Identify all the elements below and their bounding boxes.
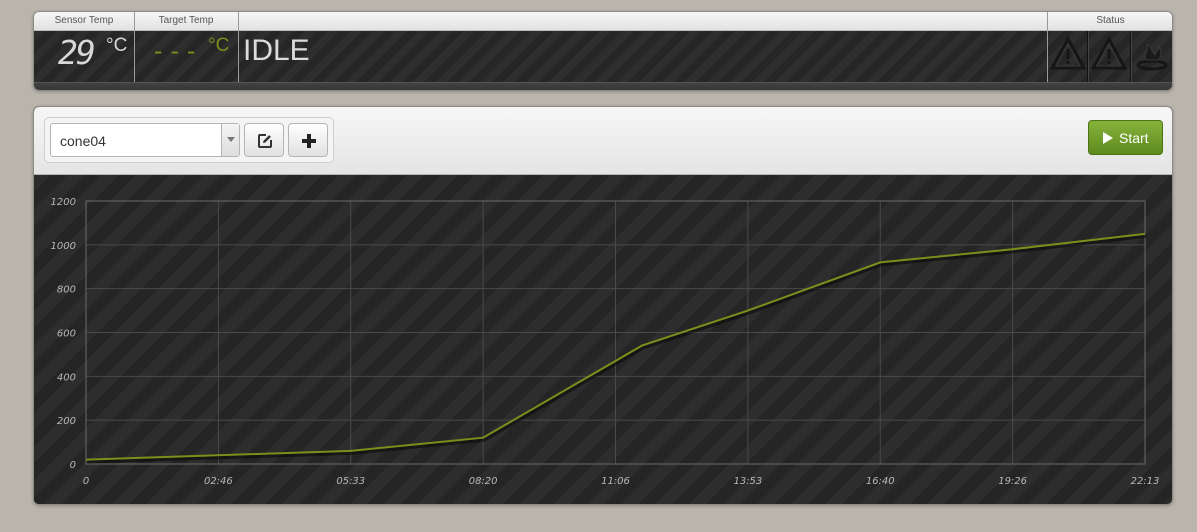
status-header: Status (1096, 15, 1125, 26)
sensor-temp-header: Sensor Temp (54, 15, 114, 26)
y-tick-label: 200 (57, 416, 76, 427)
chart-svg: 0 02:46 05:33 08:20 11:06 13:53 16:40 19:26 22:1… (51, 197, 1160, 487)
y-tick-label: 1200 (51, 197, 76, 208)
profile-select[interactable]: cone04 (50, 123, 240, 157)
divider (1047, 12, 1048, 82)
edit-icon (258, 134, 272, 148)
plus-icon (302, 134, 316, 148)
warning-icon (1091, 36, 1127, 70)
y-tick-label: 800 (57, 285, 76, 296)
firing-profile-chart: 0 02:46 05:33 08:20 11:06 13:53 16:40 19:26 22:1… (34, 175, 1172, 504)
x-tick-label: 0 (83, 476, 89, 487)
y-tick-label: 1000 (51, 241, 76, 252)
x-tick-label: 22:13 (1131, 476, 1160, 487)
target-temp-value: --- (151, 37, 201, 65)
play-icon (1103, 132, 1113, 144)
sensor-temp-unit: °C (106, 35, 128, 56)
x-tick-label: 05:33 (336, 476, 365, 487)
x-tick-label: 11:06 (601, 476, 630, 487)
start-button-label: Start (1119, 130, 1149, 146)
divider (1130, 31, 1131, 82)
status-panel: Sensor Temp Target Temp Status 29 °C ---… (33, 11, 1173, 91)
x-tick-label: 16:40 (866, 476, 895, 487)
plot-border (85, 200, 1146, 465)
target-temp-unit: °C (208, 35, 230, 56)
sensor-temp-value: 29 (58, 33, 96, 72)
profile-select-value: cone04 (60, 133, 106, 149)
divider (134, 12, 135, 82)
y-tick-label: 400 (57, 372, 76, 383)
series-line-shadow (86, 233, 1147, 464)
y-tick-label: 0 (70, 460, 76, 471)
add-profile-button[interactable] (288, 123, 328, 157)
profile-panel: cone04 Start 0 02:46 05:33 08 (33, 106, 1173, 505)
kiln-state: IDLE (243, 34, 310, 67)
divider (238, 12, 239, 82)
status-header-row: Sensor Temp Target Temp Status (34, 12, 1172, 31)
target-temp-header: Target Temp (158, 15, 214, 26)
edit-profile-button[interactable] (244, 123, 284, 157)
divider (1087, 31, 1088, 82)
sensor-temp-readout: 29 °C (34, 31, 134, 82)
warning-icon (1050, 36, 1086, 70)
chevron-down-icon[interactable] (221, 124, 239, 156)
series-line (85, 232, 1146, 461)
start-button[interactable]: Start (1088, 120, 1163, 155)
x-tick-label: 02:46 (204, 476, 233, 487)
burner-icon (1136, 42, 1168, 71)
target-temp-readout: --- °C (34, 31, 238, 82)
y-tick-label: 600 (57, 329, 76, 340)
status-footer (34, 82, 1172, 90)
x-tick-label: 13:53 (733, 476, 762, 487)
x-tick-label: 08:20 (469, 476, 498, 487)
profile-toolbar: cone04 Start (34, 107, 1172, 175)
profile-control-group: cone04 (44, 117, 334, 163)
x-tick-label: 19:26 (998, 476, 1027, 487)
status-readout-row (34, 31, 1172, 82)
